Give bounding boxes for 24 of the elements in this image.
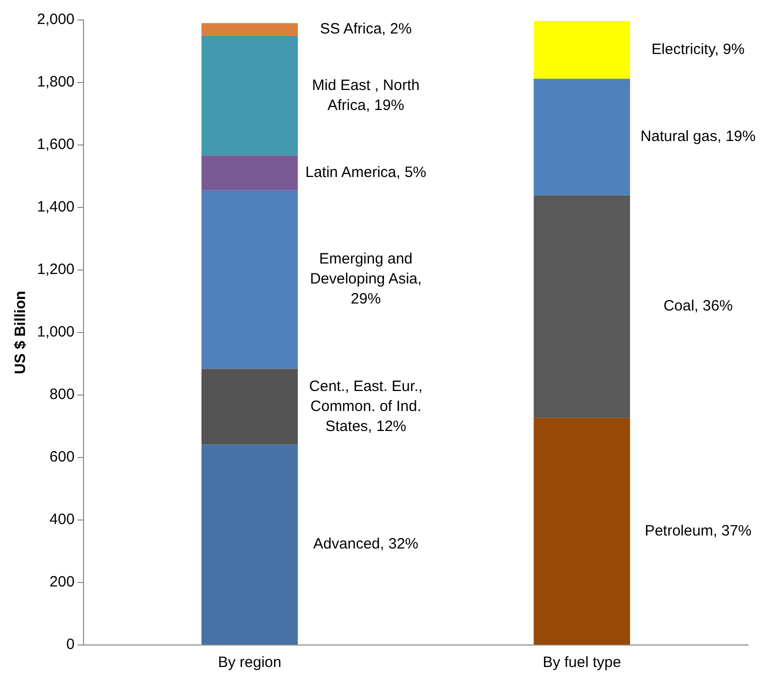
y-tick-label: 800 [50,386,75,404]
y-tick-label: 2,000 [36,11,75,28]
text: Coal, 36% [663,298,733,315]
x-tick-label: By region [218,654,282,672]
y-tick-label: 1,200 [36,261,75,278]
y-tick-label: 400 [50,511,75,528]
y-tick-label: 1,600 [36,136,75,154]
series-label: Cent., East. Eur., Common. of Ind. States, 12% [309,378,423,435]
series-label: Electricity, 9% [652,40,745,58]
series-label: Emerging and Developing Asia, 29% [310,250,422,308]
series-label: Petroleum, 37% [644,522,752,540]
series-label: Latin America, 5% [305,164,426,182]
y-tick-label: 1,400 [36,198,75,216]
series-label: Mid East , North Africa, 19% [312,76,420,114]
x-tick-label: By fuel type [542,654,622,672]
y-tick-label: 600 [50,448,75,466]
y-axis-title: US $ Billion [12,290,30,374]
series-label: Natural gas, 19% [640,128,756,146]
series-label: Advanced, 32% [313,536,418,553]
series-label: SS Africa, 2% [320,20,412,38]
y-tick-label: 1,800 [36,74,75,91]
y-tick-label: 1,000 [36,324,75,341]
y-tick-label: 200 [50,574,75,591]
y-tick-label: 0 [66,636,75,654]
